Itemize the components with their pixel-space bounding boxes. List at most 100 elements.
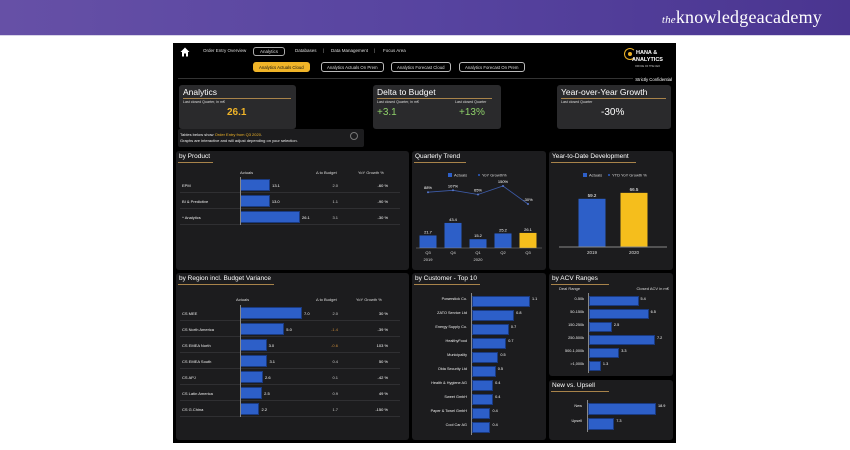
bar-value: 0.8 (516, 311, 522, 315)
bar-row[interactable]: 250-500k 7.2 (549, 334, 673, 347)
bar-row[interactable]: 0-50k 5.4 (549, 295, 673, 308)
kpi-label: Last closed Quarter (455, 100, 487, 104)
bar-row[interactable]: ZATO Service Ltd 0.8 (412, 309, 546, 323)
kpi-label: Last closed Quarter, in m€ (183, 100, 225, 104)
bar-row[interactable]: HealthyFood 0.7 (412, 337, 546, 351)
sub-analytics-forecast-on-prem[interactable]: Analytics Forecast On Prem (459, 62, 525, 72)
header-banner: theknowledgeacademy (0, 0, 850, 36)
bar-label: HealthyFood (445, 339, 467, 343)
value-bar[interactable] (589, 296, 639, 306)
value-bar[interactable] (472, 296, 530, 307)
value-bar[interactable] (472, 408, 491, 419)
bar-row[interactable]: Cool Car AG 0.4 (412, 421, 546, 435)
title-underline (551, 162, 636, 163)
quarter-label: Q3 (525, 250, 531, 255)
bar-row[interactable]: Energy Supply Co. 0.7 (412, 323, 546, 337)
bar-row[interactable]: >1,000k 1.3 (549, 360, 673, 373)
bar-row[interactable]: Municipality 0.5 (412, 351, 546, 365)
sub-analytics-actuals-on-prem[interactable]: Analytics Actuals On Prem (321, 62, 384, 72)
value-bar[interactable] (589, 348, 620, 358)
nav-order-entry-overview[interactable]: Order Entry Overview (203, 48, 247, 53)
bar-value: 6.5 (650, 310, 656, 314)
delta-value: 1.7 (332, 406, 338, 412)
value-bar[interactable] (589, 335, 655, 345)
table-row[interactable]: CS Latin America 2.5 0.9 49 % (180, 385, 400, 401)
value-bar[interactable] (472, 366, 496, 377)
actual-value: 26.1 (302, 214, 310, 220)
table-row[interactable]: CS G.China 2.2 1.7 -150 % (180, 401, 400, 417)
bar-label: 250-500k (568, 336, 584, 340)
year-label: 2020 (474, 257, 484, 262)
bar-row[interactable]: Powerstick Co. 1.1 (412, 295, 546, 309)
col-header-actuals: Actuals (240, 170, 254, 175)
table-row[interactable]: CS EMEA North 3.0 -0.6 103 % (180, 337, 400, 353)
actual-bar[interactable] (240, 339, 267, 351)
value-bar[interactable] (588, 418, 615, 430)
row-label: ^ Analytics (182, 214, 201, 220)
value-bar[interactable] (589, 361, 601, 371)
table-row[interactable]: ^ Analytics 26.1 3.1 -30 % (180, 209, 400, 225)
value-bar[interactable] (472, 380, 494, 391)
sub-analytics-actuals-cloud[interactable]: Analytics Actuals Cloud (253, 62, 310, 72)
value-bar[interactable] (472, 394, 494, 405)
quarterly-chart[interactable]: Actuals YoY Growth% 88% 107% 65% 150% -30% 21.7… (412, 163, 546, 270)
value-bar[interactable] (589, 309, 649, 319)
actual-label: 15.2 (474, 233, 483, 238)
kpi-title: Analytics (183, 87, 218, 97)
bar-row[interactable]: 50-150k 6.5 (549, 308, 673, 321)
reset-icon[interactable] (350, 132, 358, 140)
growth-label: 88% (424, 185, 432, 190)
actual-bar[interactable] (240, 355, 268, 367)
hana-analytics-logo: HANA & ANALYTICS OFFICE OF THE CEO (622, 47, 668, 73)
logo-line1: HANA & (636, 50, 658, 56)
legend-label-actuals: Actuals (454, 173, 467, 178)
bar-row[interactable]: Okta Security Ltd 0.5 (412, 365, 546, 379)
bar-row[interactable]: 150-250k 2.5 (549, 321, 673, 334)
table-row[interactable]: CS North America 5.0 -1.4 -39 % (180, 321, 400, 337)
table-row[interactable]: BI & Predictive 13.0 1.1 -90 % (180, 193, 400, 209)
value-bar[interactable] (588, 403, 656, 415)
ytd-chart[interactable]: Actuals YTD YoY Growth % 59.2 2019 66.5 2020 (549, 163, 673, 270)
nav-focus-area[interactable]: Focus Area (383, 48, 406, 53)
kpi-label: Last closed Quarter, in m€ (377, 100, 419, 104)
table-row[interactable]: EPM 13.1 2.0 -60 % (180, 177, 400, 193)
panel-title: New vs. Upsell (552, 382, 595, 389)
brand-logo[interactable]: theknowledgeacademy (662, 7, 822, 28)
sub-analytics-forecast-cloud[interactable]: Analytics Forecast Cloud (391, 62, 451, 72)
value-bar[interactable] (472, 352, 499, 363)
table-row[interactable]: CS EMEA South 3.1 0.4 50 % (180, 353, 400, 369)
bar-row[interactable]: Health & Hygiene AG 0.4 (412, 379, 546, 393)
bar-row[interactable]: 500-1,000k 3.3 (549, 347, 673, 360)
value-bar[interactable] (472, 338, 507, 349)
actual-bar[interactable] (240, 195, 270, 207)
table-row[interactable]: CS APJ 2.6 0.1 -42 % (180, 369, 400, 385)
bar-row[interactable]: Sweet GmbH 0.4 (412, 393, 546, 407)
divider (178, 78, 633, 79)
value-bar[interactable] (589, 322, 612, 332)
nav-databases[interactable]: Databases (295, 48, 317, 53)
bar-row[interactable]: Upsell 7.3 (549, 417, 673, 432)
actual-bar[interactable] (240, 179, 271, 191)
panel-by-product: by Product Actuals Δ to Budget YoY Growt… (176, 151, 409, 270)
home-icon[interactable] (180, 47, 190, 57)
nav-analytics[interactable]: Analytics (253, 47, 286, 56)
panel-quarterly-trend: Quarterly Trend Actuals YoY Growth% 88% 107… (412, 151, 546, 270)
bar-label: Powerstick Co. (441, 297, 467, 301)
actual-bar[interactable] (240, 371, 264, 383)
row-label: CS APJ (182, 374, 196, 380)
value-bar[interactable] (472, 310, 515, 321)
value-bar[interactable] (472, 324, 509, 335)
bar-label: 150-250k (568, 323, 584, 327)
actual-bar[interactable] (240, 323, 285, 335)
bar-label: Okta Security Ltd (437, 367, 467, 371)
bar-row[interactable]: Paper & Towel GmbH 0.4 (412, 407, 546, 421)
value-bar[interactable] (472, 422, 491, 433)
table-row[interactable]: CS MEE 7.0 2.0 30 % (180, 305, 400, 321)
actual-bar[interactable] (240, 387, 263, 399)
bar-value: 1.3 (602, 362, 609, 366)
nav-data-management[interactable]: Data Management (331, 48, 369, 53)
actual-bar[interactable] (240, 307, 302, 319)
bar-row[interactable]: New 18.9 (549, 402, 673, 417)
actual-bar[interactable] (240, 403, 260, 415)
actual-bar[interactable] (240, 211, 300, 223)
